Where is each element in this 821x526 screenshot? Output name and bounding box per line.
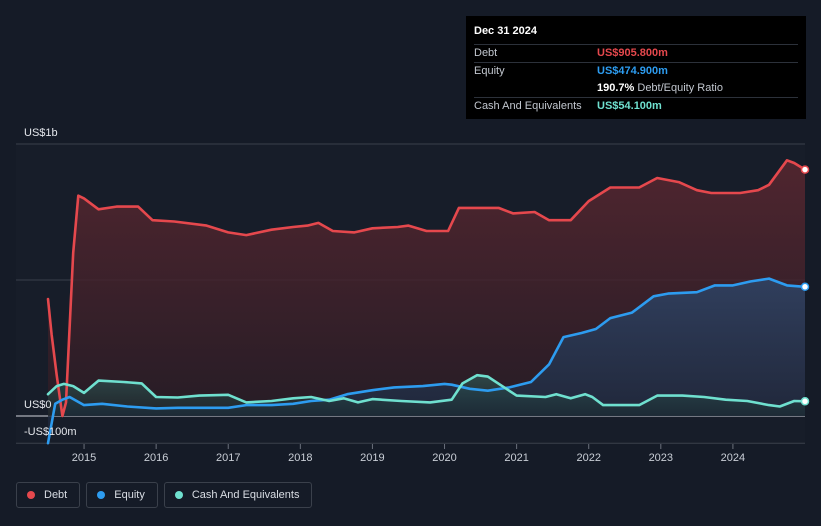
- tooltip-ratio-label: Debt/Equity Ratio: [637, 82, 723, 94]
- x-tick-label-2016: 2016: [144, 452, 168, 464]
- debt-line: [46, 159, 807, 418]
- x-tick-label-2018: 2018: [288, 452, 312, 464]
- cash-line: [46, 373, 807, 408]
- series-endpoints: [800, 165, 810, 406]
- equity-line: [46, 277, 807, 445]
- tooltip-cash-value: US$54.100m: [597, 100, 662, 112]
- x-axis-ticks: 2015 2016 2017 2018 2019 2020 2021 2022 2023 2024: [72, 444, 745, 464]
- debt-dot-icon: [27, 491, 35, 499]
- x-tick-label-2022: 2022: [576, 452, 600, 464]
- legend-item-equity[interactable]: Equity: [86, 482, 158, 508]
- cash-endpoint-marker[interactable]: [800, 397, 810, 406]
- y-axis-label-top: US$1b: [24, 127, 58, 139]
- tooltip-row-ratio: 190.7% Debt/Equity Ratio: [474, 80, 798, 97]
- tooltip-ratio-spacer: [474, 80, 597, 97]
- tooltip-equity-label: Equity: [474, 65, 505, 77]
- tooltip-row-equity: Equity US$474.900m: [474, 62, 798, 80]
- tooltip-ratio: 190.7% Debt/Equity Ratio: [597, 80, 723, 97]
- tooltip-panel: Dec 31 2024 Debt US$905.800m Equity US$4…: [466, 16, 806, 119]
- tooltip-date: Dec 31 2024: [474, 25, 537, 37]
- debt-endpoint-marker[interactable]: [800, 165, 810, 174]
- y-axis-label-zero: US$0: [24, 399, 52, 411]
- tooltip-equity-value: US$474.900m: [597, 65, 668, 77]
- x-tick-label-2019: 2019: [360, 452, 384, 464]
- x-tick-label-2017: 2017: [216, 452, 240, 464]
- series-lines: [46, 159, 807, 445]
- x-tick-label-2020: 2020: [432, 452, 456, 464]
- x-tick-label-2024: 2024: [721, 452, 745, 464]
- legend-equity-label: Equity: [114, 489, 145, 501]
- tooltip-debt-label: Debt: [474, 47, 498, 59]
- x-tick-label-2015: 2015: [72, 452, 96, 464]
- tooltip-row-cash: Cash And Equivalents US$54.100m: [474, 97, 798, 115]
- legend-item-debt[interactable]: Debt: [16, 482, 81, 508]
- equity-dot-icon: [97, 491, 106, 499]
- x-tick-label-2023: 2023: [649, 452, 673, 464]
- chart-legend: Debt Equity Cash And Equivalents: [16, 482, 313, 508]
- legend-debt-label: Debt: [44, 489, 68, 501]
- equity-area: [48, 278, 805, 444]
- tooltip-ratio-value: 190.7%: [597, 82, 635, 94]
- tooltip-row-debt: Debt US$905.800m: [474, 44, 798, 62]
- legend-item-cash[interactable]: Cash And Equivalents: [163, 482, 313, 508]
- x-tick-label-2021: 2021: [504, 452, 528, 464]
- tooltip-debt-value: US$905.800m: [597, 47, 668, 59]
- cash-dot-icon: [174, 491, 183, 499]
- y-axis-label-bottom: -US$100m: [24, 426, 77, 438]
- legend-cash-label: Cash And Equivalents: [191, 489, 300, 501]
- tooltip-cash-label: Cash And Equivalents: [474, 100, 582, 112]
- equity-endpoint-marker[interactable]: [800, 282, 810, 292]
